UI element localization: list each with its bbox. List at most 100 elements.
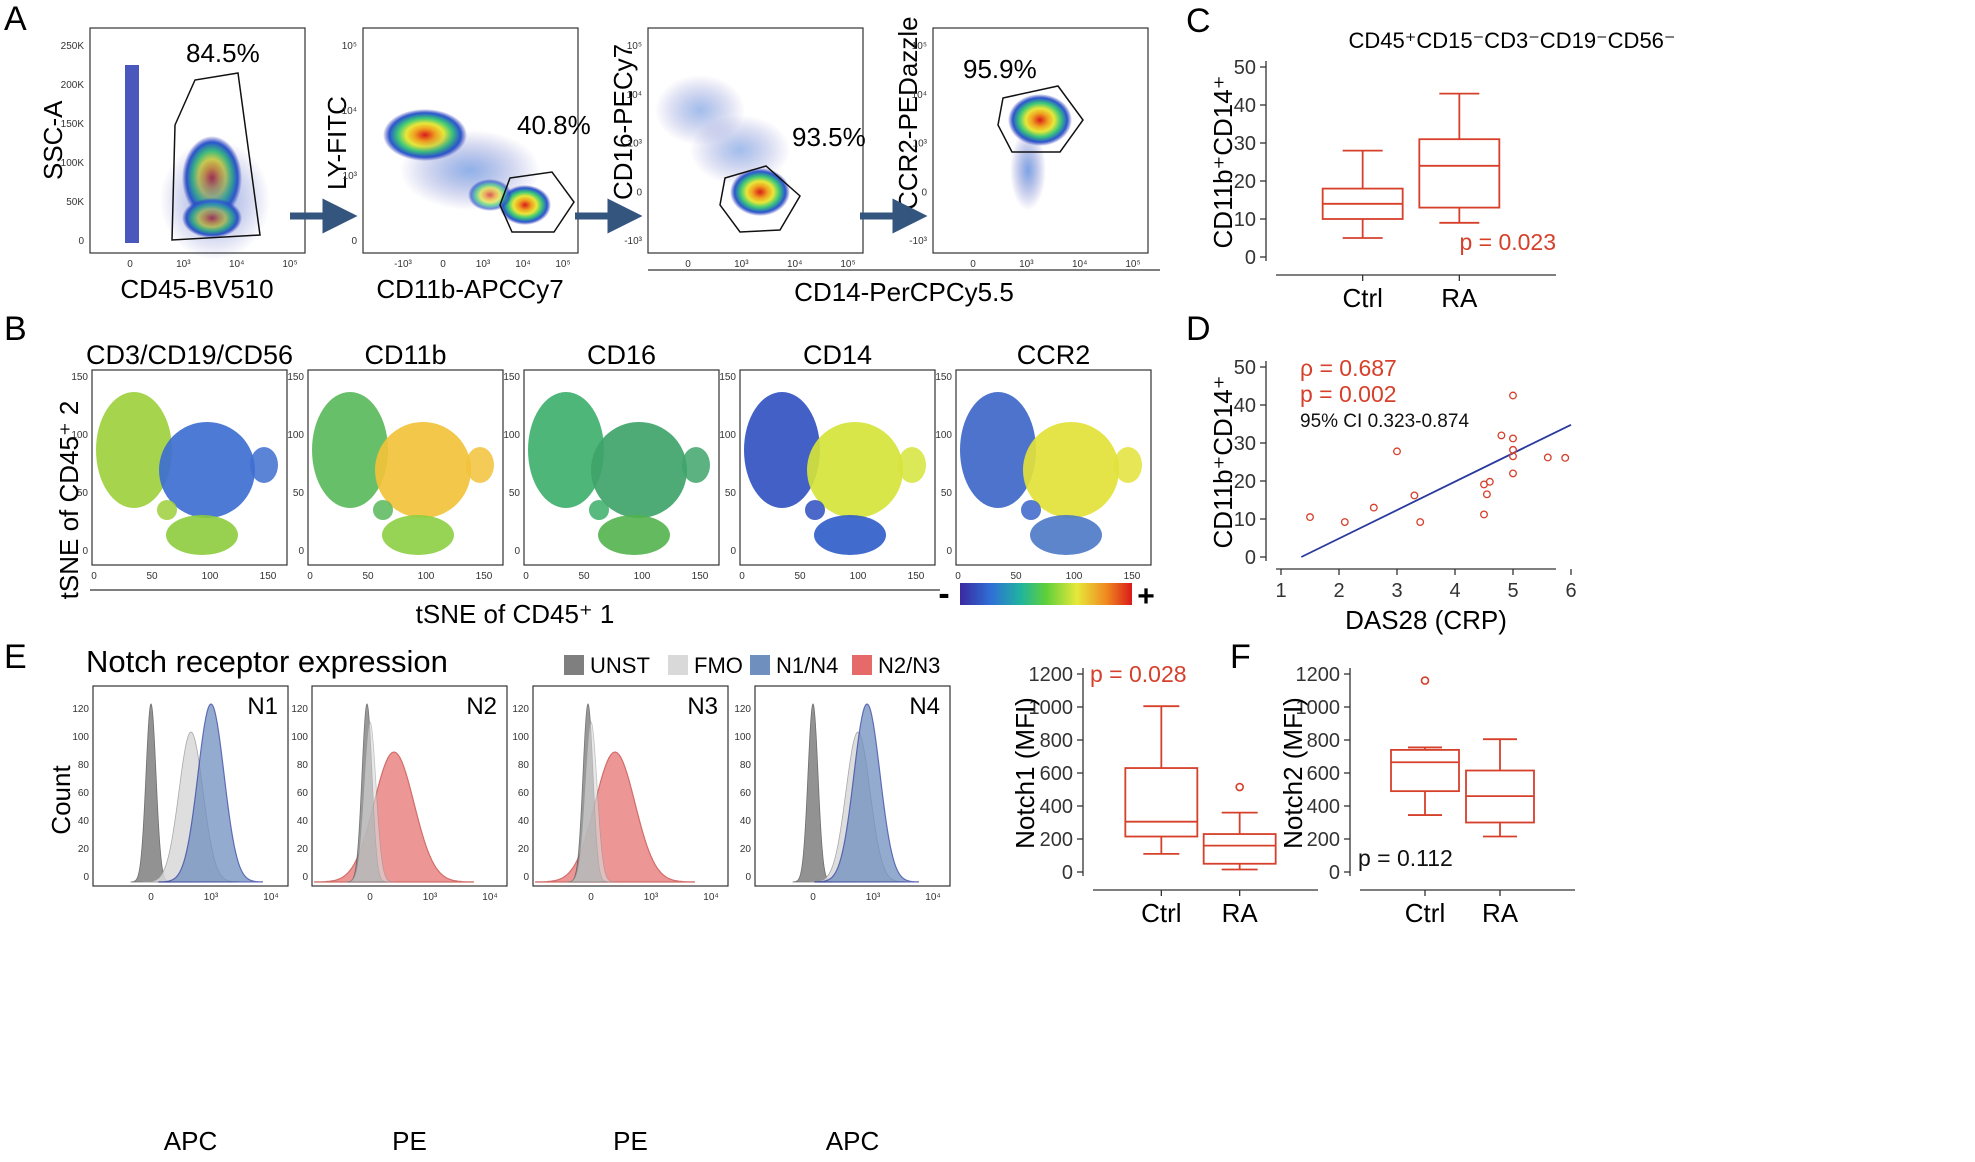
box-ylabel: CD11b⁺CD14⁺	[1208, 76, 1238, 249]
gating-xtick: 10³	[1019, 259, 1034, 270]
box-ytick-label: 400	[1040, 796, 1073, 818]
tsne-xtick: 0	[523, 571, 529, 582]
scatter-xlabel: DAS28 (CRP)	[1345, 605, 1507, 635]
histogram-xtick: 10³	[644, 892, 659, 903]
gating-ytick: 10³	[343, 171, 358, 182]
box-ytick-label: 200	[1307, 829, 1340, 851]
tsne-cluster	[591, 422, 687, 518]
gate-pct-3: 93.5%	[792, 122, 866, 152]
gating-xtick: 10⁴	[229, 259, 244, 270]
gate-pct-4: 95.9%	[963, 54, 1037, 84]
histogram-xtick: 0	[148, 892, 154, 903]
histogram-xtick: 10³	[866, 892, 881, 903]
tsne-title: CD3/CD19/CD56	[86, 340, 293, 370]
scatter-point	[1561, 453, 1570, 462]
gate-lymph	[171, 72, 261, 241]
gating-xtick: 0	[440, 259, 446, 270]
histogram-ytick: 40	[297, 816, 309, 827]
box-iqr	[1202, 833, 1277, 865]
gating-plot-3-density	[655, 75, 790, 216]
histogram-ytick: 80	[740, 760, 752, 771]
box-iqr	[1418, 138, 1501, 209]
tsne-cluster	[312, 392, 388, 508]
gating-xtick: 10³	[476, 259, 491, 270]
histogram-title: Notch receptor expression	[86, 644, 448, 679]
scatter-point	[1393, 447, 1401, 456]
gating-ytick: 50K	[66, 197, 84, 208]
tsne-ytick: 50	[941, 488, 953, 499]
tsne-xtick: 50	[362, 571, 374, 582]
gating-plot-1-xlabel: CD45-BV510	[120, 274, 273, 304]
gating-ytick: -10³	[909, 236, 927, 247]
scatter-fit-line	[1300, 423, 1572, 558]
histogram-xtick: 10⁴	[703, 892, 718, 903]
tsne-cluster	[96, 392, 172, 508]
histogram-ytick: 20	[297, 844, 309, 855]
box-ytick-label: 20	[1234, 171, 1256, 193]
tsne-ytick: 100	[935, 430, 952, 441]
gating-xtick: 10⁴	[515, 259, 530, 270]
histogram-ytick: 60	[78, 788, 90, 799]
tsne-xtick: 150	[1124, 571, 1141, 582]
box-ytick-label: 0	[1062, 862, 1073, 884]
histogram-xtick: 0	[367, 892, 373, 903]
box-ytick-label: 0	[1245, 247, 1256, 269]
tsne-cluster	[682, 447, 710, 483]
gating-xtick: 10⁴	[1072, 259, 1087, 270]
gating-ytick: 0	[921, 187, 927, 198]
box-ytick-label: 600	[1307, 763, 1340, 785]
tsne-cluster	[166, 515, 238, 555]
tsne-cluster	[157, 500, 177, 520]
histogram-ytick: 80	[78, 760, 90, 771]
histogram-n14	[158, 703, 264, 883]
tsne-ytick: 100	[71, 430, 88, 441]
tsne-xtick: 0	[739, 571, 745, 582]
tsne-ytick: 0	[730, 546, 736, 557]
histogram-ytick: 0	[523, 872, 529, 883]
histogram-label: N1	[247, 693, 278, 720]
panel-d-scatter: 0 10 20 30 40 50 1 2 3 4 5 6 CD11b⁺CD14⁺ DAS28 (CRP) ρ…	[1208, 355, 1577, 635]
scatter-ci: 95% CI 0.323-0.874	[1300, 411, 1469, 432]
legend-label-fmo: FMO	[694, 653, 743, 678]
legend-label-n23: N2/N3	[878, 653, 940, 678]
gating-plot-1-density	[125, 65, 270, 260]
gating-ytick: 0	[78, 236, 84, 247]
scatter-xtick-label: 6	[1565, 580, 1576, 602]
histogram-ytick: 40	[740, 816, 752, 827]
gating-ytick: 10⁵	[912, 41, 927, 52]
gating-ytick: -10³	[624, 236, 642, 247]
tsne-cluster	[960, 392, 1036, 508]
box-ytick-label: 30	[1234, 133, 1256, 155]
box-ylabel: Notch1 (MFI)	[1010, 697, 1040, 849]
tsne-cluster	[528, 392, 604, 508]
histogram-ylabel: Count	[46, 765, 76, 835]
box-category-label: Ctrl	[1342, 283, 1382, 313]
scatter-point	[1416, 518, 1425, 526]
box-ytick-label: 0	[1329, 862, 1340, 884]
scatter-point	[1306, 513, 1314, 522]
histogram-label: N2	[466, 693, 497, 720]
tsne-title: CD11b	[364, 340, 446, 370]
box-ytick-label: 800	[1040, 730, 1073, 752]
tsne-xtick: 0	[955, 571, 961, 582]
tsne-xtick: 100	[634, 571, 651, 582]
tsne-xtick: 150	[908, 571, 925, 582]
scatter-ytick-label: 20	[1234, 471, 1256, 493]
histogram-ytick: 80	[297, 760, 309, 771]
tsne-ytick: 50	[725, 488, 737, 499]
panel-letter-d: D	[1186, 310, 1211, 348]
box-category-label: Ctrl	[1141, 898, 1181, 928]
histogram-xtick: 10³	[204, 892, 219, 903]
scatter-xtick-label: 1	[1275, 580, 1286, 602]
tsne-cluster	[375, 422, 471, 518]
scatter-ytick-label: 40	[1234, 395, 1256, 417]
colorbar-min: -	[938, 575, 949, 613]
panel-b-tsne: CD3/CD19/CD56 0 50 100 150 150 100 50 0 CD11b 0 50 1…	[54, 340, 1155, 629]
scatter-p: p = 0.002	[1300, 381, 1397, 407]
gating-ytick: 10⁵	[627, 41, 642, 52]
gating-ytick: 10⁴	[342, 106, 357, 117]
histogram-ytick: 100	[72, 732, 89, 743]
tsne-ytick: 0	[514, 546, 520, 557]
tsne-cluster	[1023, 422, 1119, 518]
gating-ytick: 200K	[61, 80, 85, 91]
